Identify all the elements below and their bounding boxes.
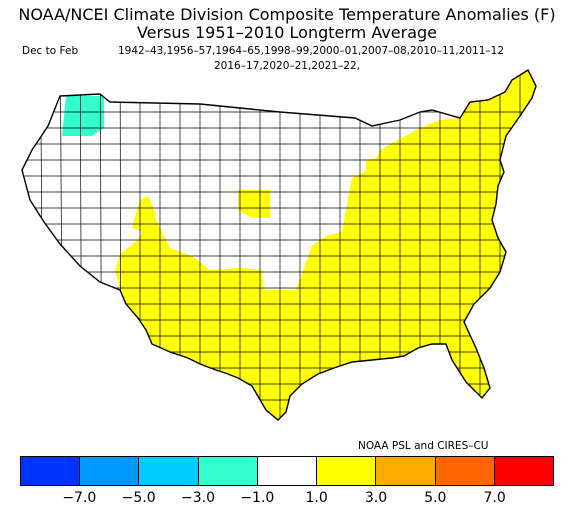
- color-legend-bar: [20, 456, 554, 486]
- legend-swatch: [80, 457, 140, 485]
- legend-tick-label: 5.0: [424, 490, 447, 506]
- map-subtitle: Versus 1951–2010 Longterm Average: [136, 23, 438, 42]
- legend-swatch: [198, 457, 258, 485]
- positive-anomaly-region: [238, 190, 270, 218]
- legend-tick-label: −5.0: [121, 490, 156, 506]
- legend-swatch: [435, 457, 495, 485]
- legend-swatch: [139, 457, 199, 485]
- map-title: NOAA/NCEI Climate Division Composite Tem…: [18, 5, 556, 24]
- legend-swatch: [494, 457, 553, 485]
- legend-swatch: [21, 457, 81, 485]
- negative-anomaly-region: [62, 96, 104, 136]
- legend-tick-label: −3.0: [181, 490, 215, 506]
- legend-swatch: [257, 457, 318, 485]
- anomaly-fills: [62, 70, 536, 420]
- legend-tick-label: 7.0: [483, 490, 506, 506]
- legend-swatch: [317, 457, 377, 485]
- legend-swatch: [376, 457, 436, 485]
- positive-anomaly-region: [132, 196, 156, 234]
- positive-anomaly-region: [366, 158, 378, 176]
- composite-years-line1: 1942–43,1956–57,1964–65,1998–99,2000–01,…: [118, 45, 505, 57]
- composite-years-line2: 2016–17,2020–21,2021–22,: [213, 60, 360, 72]
- legend-tick-label: −7.0: [62, 490, 97, 506]
- legend-tick-label: 1.0: [305, 490, 328, 506]
- positive-anomaly-region: [115, 70, 536, 420]
- legend-tick-label: 3.0: [364, 490, 388, 506]
- data-credit: NOAA PSL and CIRES–CU: [358, 440, 489, 452]
- legend-tick-label: −1.0: [240, 490, 275, 506]
- season-label: Dec to Feb: [22, 45, 79, 57]
